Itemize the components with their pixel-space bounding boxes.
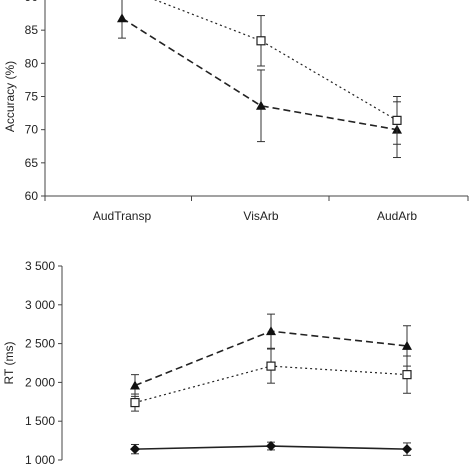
y-axis-label: Accuracy (%) [3, 61, 17, 132]
data-point-square [402, 370, 412, 380]
data-point-triangle [266, 326, 276, 336]
x-tick-label: VisArb [243, 209, 278, 223]
data-point-square [392, 115, 402, 125]
data-point-triangle [256, 100, 266, 110]
y-tick-label: 3 500 [25, 259, 55, 273]
series-line [153, 0, 398, 121]
data-point-triangle [130, 380, 140, 390]
y-tick-label: 2 500 [25, 337, 55, 351]
data-point-triangle [402, 340, 412, 350]
y-tick-label: 3 000 [25, 298, 55, 312]
data-point-square [130, 397, 140, 408]
series-2 [153, 0, 402, 145]
data-point-square [266, 361, 276, 371]
series-1 [117, 0, 402, 159]
y-tick-label: 80 [25, 56, 39, 70]
series-1 [130, 313, 412, 397]
y-tick-label: 60 [25, 189, 39, 203]
data-point-diamond [402, 444, 412, 455]
y-tick-label: 90 [25, 0, 39, 4]
chart-1: 60 65 70 75 80 85 90 Accuracy (%) AudTransp VisAr… [3, 0, 469, 223]
y-tick-label: 2 000 [25, 375, 55, 389]
series-2 [130, 348, 412, 412]
y-tick-label: 65 [25, 156, 39, 170]
data-point-diamond [130, 444, 140, 455]
y-tick-label: 70 [25, 123, 39, 137]
y-tick-label: 1 000 [25, 453, 55, 467]
y-tick-label: 85 [25, 23, 39, 37]
series-3 [130, 441, 412, 456]
x-tick-label: AudArb [377, 209, 417, 223]
y-tick-label: 75 [25, 90, 39, 104]
x-tick-label: AudTransp [93, 209, 152, 223]
data-point-square [256, 36, 266, 46]
series-line [121, 17, 398, 131]
chart-2: 1 000 1 500 2 000 2 500 3 000 3 500 RT (ms) [2, 259, 412, 467]
data-point-diamond [266, 441, 276, 452]
y-tick-label: 1 500 [25, 414, 55, 428]
data-point-triangle [117, 13, 127, 23]
y-axis-label: RT (ms) [2, 342, 16, 385]
